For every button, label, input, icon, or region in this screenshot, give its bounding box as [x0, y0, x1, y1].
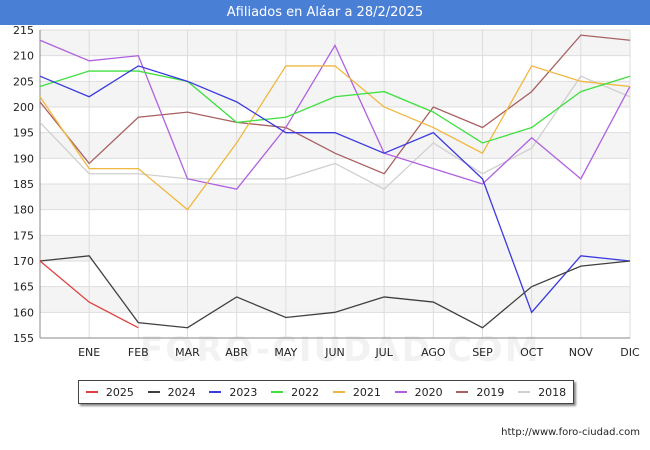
- credit-link[interactable]: http://www.foro-ciudad.com: [501, 427, 640, 438]
- x-tick-label: OCT: [520, 346, 543, 359]
- series-line-2018: [39, 75, 631, 190]
- legend-label: 2021: [352, 385, 381, 399]
- series-line-2021: [39, 65, 631, 211]
- y-tick-label: 195: [13, 127, 34, 140]
- x-tick-label: FEB: [128, 346, 149, 359]
- y-tick-label: 175: [13, 229, 34, 242]
- x-tick-label: ABR: [225, 346, 248, 359]
- legend-item-2024: 2024: [147, 385, 196, 399]
- legend-item-2020: 2020: [394, 385, 443, 399]
- x-tick-label: MAR: [175, 346, 200, 359]
- legend-item-2025: 2025: [85, 385, 134, 399]
- legend-label: 2025: [105, 385, 134, 399]
- y-tick-label: 155: [13, 332, 34, 345]
- series-line-2022: [39, 70, 631, 144]
- series-line-2025: [39, 260, 139, 329]
- x-tick-label: SEP: [472, 346, 493, 359]
- series-line-2023: [39, 65, 631, 314]
- legend-label: 2023: [229, 385, 258, 399]
- legend-label: 2020: [414, 385, 443, 399]
- y-tick-label: 180: [13, 204, 34, 217]
- y-tick-label: 210: [13, 50, 34, 63]
- legend-label: 2019: [476, 385, 505, 399]
- legend-item-2019: 2019: [456, 386, 504, 399]
- series-line-2024: [39, 255, 631, 329]
- watermark: FORO-CIUDAD.COM: [140, 330, 541, 370]
- legend-swatch: [147, 391, 160, 393]
- legend-label: 2022: [291, 385, 320, 399]
- legend-swatch: [332, 391, 345, 393]
- y-tick-label: 160: [13, 306, 34, 319]
- legend-swatch: [518, 391, 531, 393]
- chart-title: Afiliados en Aláar a 28/2/2025: [0, 0, 650, 25]
- legend-item-2018: 2018: [518, 386, 566, 399]
- legend-item-2023: 2023: [209, 386, 257, 399]
- series-line-2019: [39, 34, 631, 175]
- legend-label: 2018: [538, 385, 567, 399]
- x-tick-label: JUL: [374, 346, 393, 359]
- legend-item-2021: 2021: [332, 385, 381, 399]
- series-line-2020: [39, 39, 631, 190]
- y-tick-label: 170: [13, 255, 34, 268]
- y-tick-label: 205: [13, 75, 34, 88]
- legend-swatch: [394, 391, 407, 393]
- legend-item-2022: 2022: [271, 386, 319, 399]
- legend: 2025 2024 2023 2022 2021 2020 2019 2018: [78, 380, 574, 404]
- legend-swatch: [271, 391, 284, 393]
- x-tick-label: JUN: [324, 346, 345, 359]
- y-tick-label: 165: [13, 281, 34, 294]
- y-tick-label: 190: [13, 152, 34, 165]
- y-tick-label: 200: [13, 101, 34, 114]
- x-tick-label: ENE: [78, 346, 100, 359]
- x-tick-label: DIC: [620, 346, 640, 359]
- x-tick-label: NOV: [569, 346, 594, 359]
- y-tick-label: 185: [13, 178, 34, 191]
- legend-swatch: [456, 391, 469, 393]
- legend-swatch: [85, 391, 98, 393]
- x-tick-label: AGO: [421, 346, 446, 359]
- y-tick-label: 215: [13, 24, 34, 37]
- legend-label: 2024: [167, 385, 196, 399]
- x-tick-label: MAY: [274, 346, 297, 359]
- legend-swatch: [209, 391, 222, 393]
